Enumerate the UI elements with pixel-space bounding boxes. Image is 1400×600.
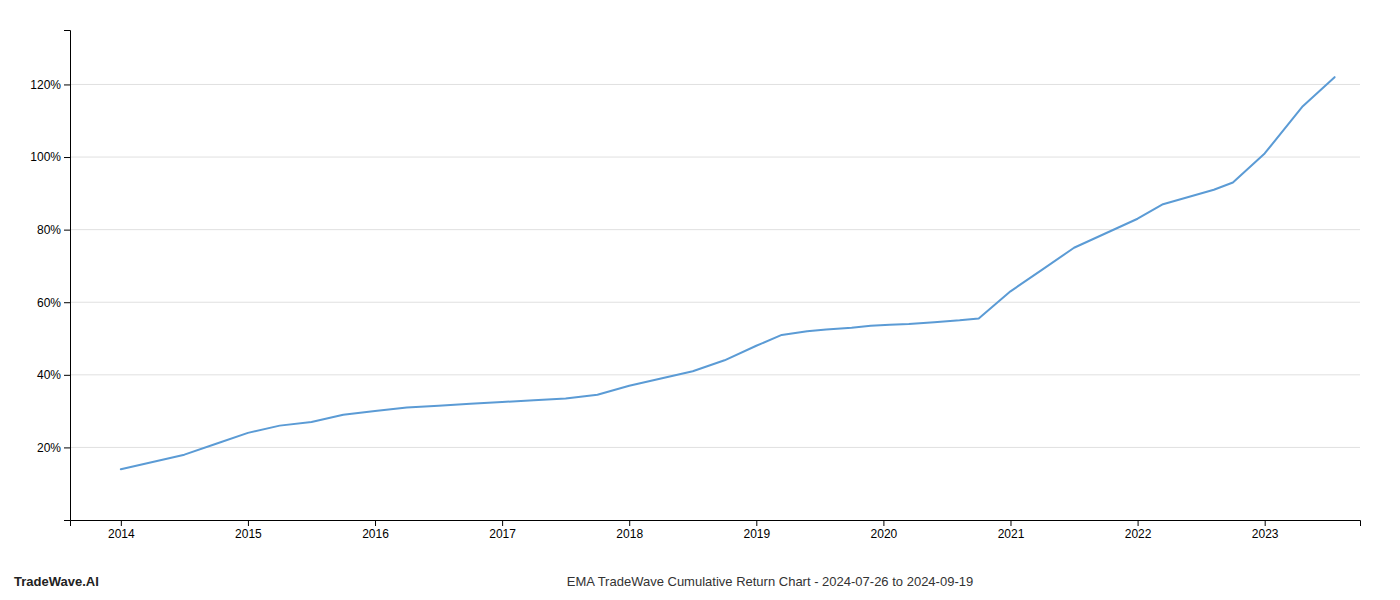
tick-label: 20%	[37, 441, 61, 455]
plot-area: 2014 2015 2016 2017 2018 2019 2020 2021 2022 2023…	[30, 31, 1360, 541]
tick-mark	[1265, 520, 1266, 526]
tick-label: 2019	[743, 527, 770, 541]
grid-line	[70, 157, 1360, 158]
tick: 2020	[871, 520, 898, 541]
grid-line	[70, 374, 1360, 375]
tick-label: 2020	[871, 527, 898, 541]
tick-label: 2022	[1125, 527, 1152, 541]
tick-mark	[64, 230, 70, 231]
marks	[121, 77, 1335, 469]
axis-domain	[64, 31, 71, 521]
tick-mark	[64, 157, 70, 158]
tick: 2017	[489, 520, 516, 541]
tick-mark	[883, 520, 884, 526]
tick: 60%	[37, 296, 70, 310]
tick: 2018	[616, 520, 643, 541]
line	[121, 77, 1335, 469]
tick-label: 40%	[37, 368, 61, 382]
tick: 20%	[37, 441, 70, 455]
grid-line	[70, 229, 1360, 230]
tick-mark	[121, 520, 122, 526]
tick-label: 2023	[1252, 527, 1279, 541]
tick: 100%	[30, 150, 70, 164]
tick-mark	[502, 520, 503, 526]
tick: 40%	[37, 368, 70, 382]
tick: 2021	[998, 520, 1025, 541]
tick-mark	[64, 375, 70, 376]
tick-label: 120%	[30, 78, 61, 92]
x-axis: 2014 2015 2016 2017 2018 2019 2020 2021 2022 2023	[71, 520, 1361, 541]
tick-mark	[64, 447, 70, 448]
tick: 80%	[37, 223, 70, 237]
tick-label: 2016	[362, 527, 389, 541]
chart: 2014 2015 2016 2017 2018 2019 2020 2021 2022 2023…	[0, 0, 1400, 600]
tick: 2022	[1125, 520, 1152, 541]
tick-mark	[64, 84, 70, 85]
tick-label: 2015	[235, 527, 262, 541]
tick-mark	[1138, 520, 1139, 526]
tick-label: 80%	[37, 223, 61, 237]
tick: 2016	[362, 520, 389, 541]
grid-line	[70, 447, 1360, 448]
axis-domain	[71, 521, 1361, 527]
tick-label: 60%	[37, 296, 61, 310]
tick: 120%	[30, 78, 70, 92]
tick-mark	[1010, 520, 1011, 526]
tick-label: 2021	[998, 527, 1025, 541]
y-axis: 20% 40% 60% 80% 100% 120%	[30, 31, 70, 521]
tick-mark	[756, 520, 757, 526]
tick-mark	[629, 520, 630, 526]
tick-label: 2014	[108, 527, 135, 541]
grid	[70, 84, 1360, 447]
grid-line	[70, 302, 1360, 303]
grid-line	[70, 84, 1360, 85]
tick-mark	[248, 520, 249, 526]
title: EMA TradeWave Cumulative Return Chart - …	[567, 574, 973, 589]
tick-mark	[64, 302, 70, 303]
tick: 2015	[235, 520, 262, 541]
tick: 2023	[1252, 520, 1279, 541]
tick-mark	[375, 520, 376, 526]
tick: 2014	[108, 520, 135, 541]
tick-label: 100%	[30, 150, 61, 164]
tick-label: 2017	[489, 527, 516, 541]
tick-label: 2018	[616, 527, 643, 541]
watermark: TradeWave.AI	[14, 574, 99, 589]
tick: 2019	[743, 520, 770, 541]
